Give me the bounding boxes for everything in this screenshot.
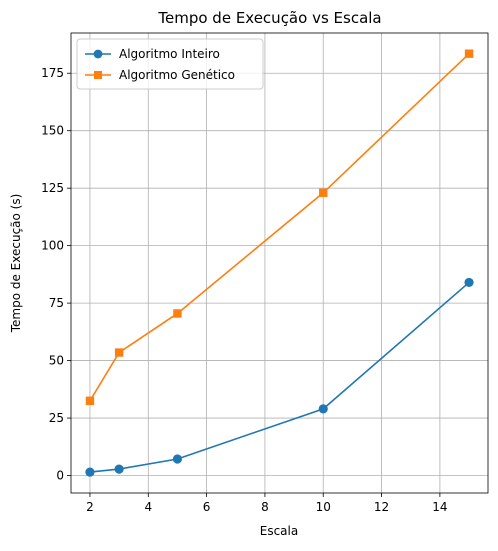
axis-ticks: 2 4 6 8 10 12 14 0 25 50 75 100 125 150 175	[41, 66, 447, 514]
x-tick-label: 6	[203, 500, 211, 514]
data-point-marker	[319, 188, 328, 197]
data-point-marker	[172, 454, 183, 464]
y-tick-label: 0	[56, 469, 64, 483]
legend-item: Algoritmo Genético	[85, 68, 235, 82]
legend-frame	[76, 38, 264, 90]
data-point-marker	[114, 348, 124, 357]
y-tick-label: 150	[41, 124, 64, 138]
y-tick-label: 50	[49, 354, 64, 368]
y-tick-label: 100	[41, 239, 64, 253]
x-tick-label: 12	[374, 500, 389, 514]
x-tick-label: 8	[261, 500, 269, 514]
legend-label: Algoritmo Genético	[119, 68, 235, 82]
data-point-marker	[114, 464, 124, 474]
y-tick-label: 25	[49, 411, 64, 425]
series-lines	[85, 49, 474, 477]
series-line	[89, 281, 470, 473]
x-tick-label: 10	[316, 500, 331, 514]
x-axis-label: Escala	[260, 524, 298, 538]
plot-area-frame	[70, 32, 489, 494]
series-line	[89, 53, 470, 402]
grid-lines	[71, 33, 488, 493]
data-point-marker	[85, 396, 95, 406]
y-tick-label: 175	[41, 66, 64, 80]
data-point-marker	[464, 277, 474, 288]
data-point-marker	[85, 467, 95, 477]
legend-marker	[94, 71, 102, 79]
y-axis-label: Tempo de Execução (s)	[9, 194, 23, 334]
chart-title: Tempo de Execução vs Escala	[157, 9, 381, 27]
series-1	[85, 277, 474, 477]
x-tick-label: 2	[86, 500, 94, 514]
x-tick-label: 4	[144, 500, 152, 514]
x-tick-label: 14	[432, 500, 447, 514]
legend-item: Algoritmo Inteiro	[85, 47, 220, 61]
legend-label: Algoritmo Inteiro	[119, 47, 220, 61]
y-tick-label: 125	[41, 181, 64, 195]
legend: Algoritmo Inteiro Algoritmo Genético	[76, 38, 264, 90]
data-point-marker	[318, 404, 328, 414]
data-point-marker	[173, 309, 182, 318]
data-point-marker	[464, 49, 474, 58]
y-tick-label: 75	[49, 296, 64, 310]
series-2	[85, 49, 474, 406]
legend-marker	[93, 49, 103, 59]
